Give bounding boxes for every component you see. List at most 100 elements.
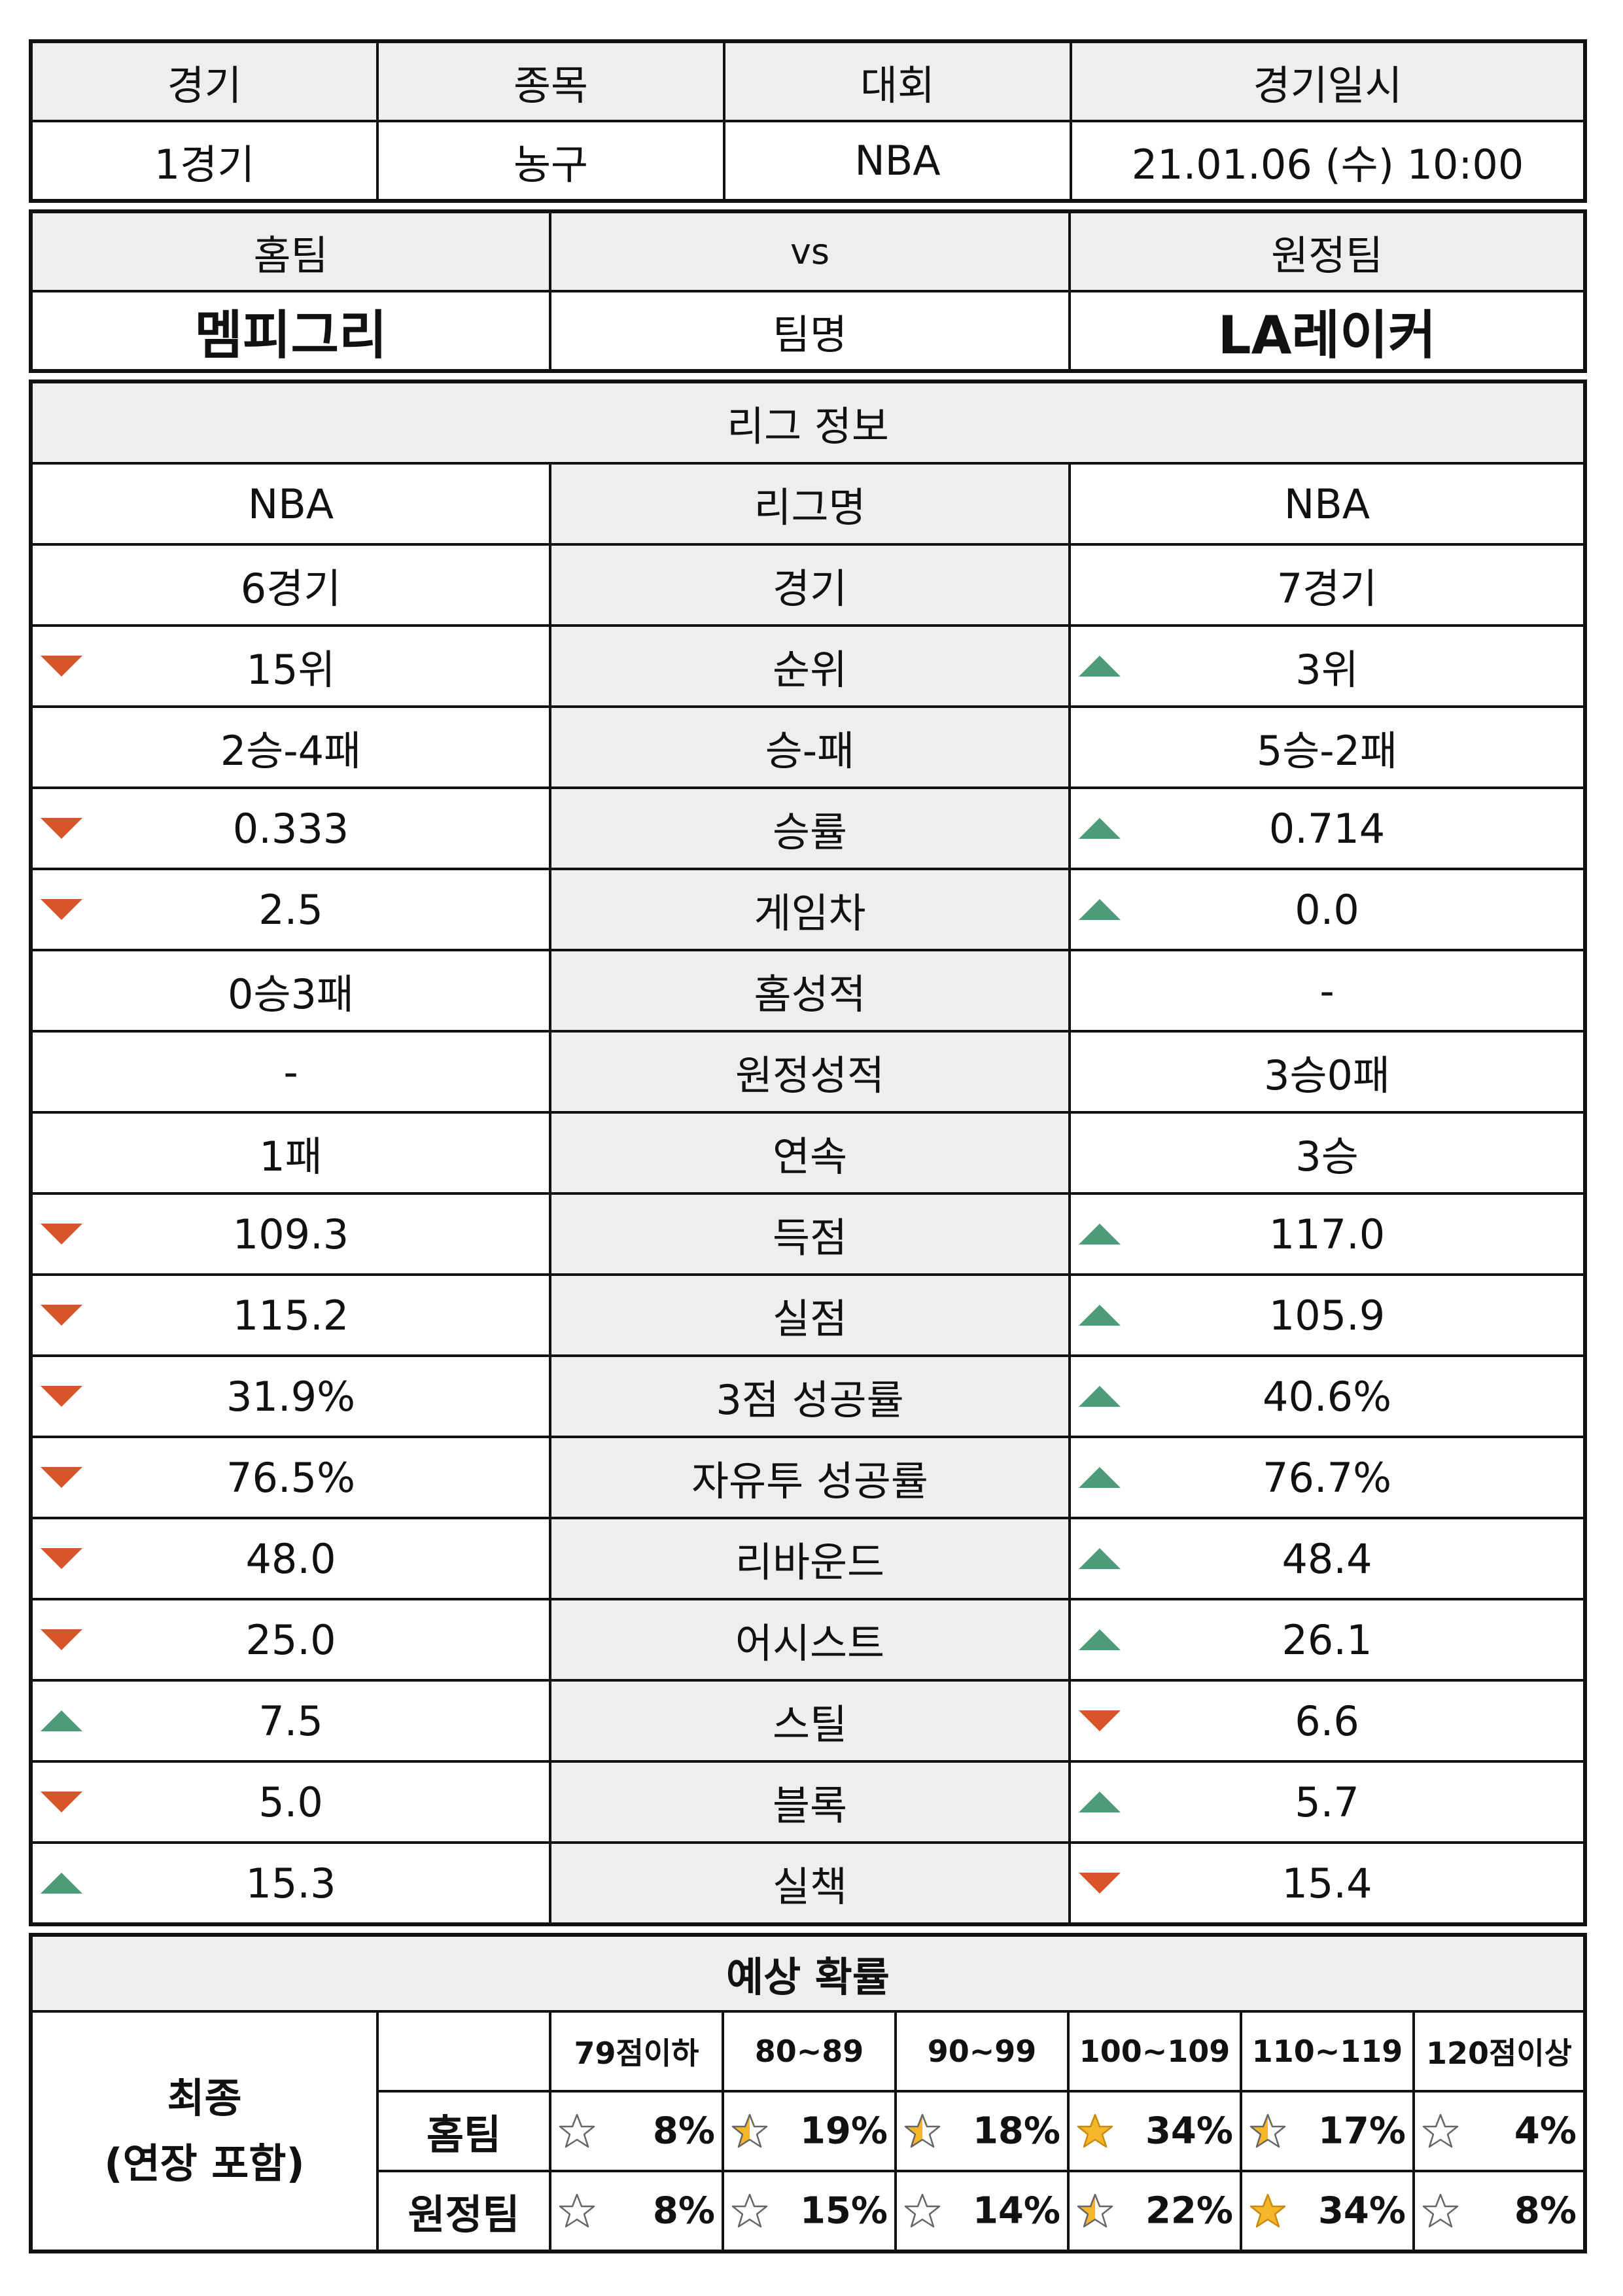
home-stat-text: 7.5 [258,1697,323,1745]
away-stat-text: 15.4 [1282,1859,1372,1907]
star-half-icon [1077,2193,1113,2228]
home-probability-cell: 8% [549,2090,724,2172]
prediction-range-row: 최종 (연장 포함) 79점이하 80~89 90~99 100~109 110~119… [29,2010,1586,2253]
away-probability-value: 14% [972,2189,1060,2233]
away-stat-value: 3승 [1068,1111,1586,1195]
stat-label: 경기 [549,543,1071,627]
prediction-away-label: 원정팀 [376,2170,551,2253]
away-stat-text: 117.0 [1268,1210,1386,1258]
home-stat-text: 0승3패 [228,970,354,1018]
home-stat-text: - [283,1048,298,1096]
home-probability-value: 17% [1318,2110,1406,2153]
league-row: 7.5 스틸 6.6 [29,1679,1586,1763]
stat-label: 3점 성공률 [549,1354,1071,1438]
trend-up-icon [1079,818,1121,839]
league-row: 76.5% 자유투 성공률 76.7% [29,1436,1586,1519]
match-header-game: 경기 [29,40,379,122]
vs-label: vs [549,210,1071,292]
away-probability-value: 15% [799,2189,888,2233]
star-full-icon [1249,2193,1286,2228]
home-stat-value: 2.5 [29,868,551,951]
home-stat-value: 15.3 [29,1841,551,1926]
away-stat-value: 26.1 [1068,1598,1586,1682]
trend-up-icon [41,1873,82,1894]
trend-up-icon [1079,1629,1121,1650]
away-stat-value: 3승0패 [1068,1030,1586,1114]
trend-down-icon [41,899,82,920]
final-label: 최종 [167,2074,242,2122]
away-probability-cell: 15% [722,2170,897,2253]
trend-down-icon [41,818,82,839]
away-stat-value: 15.4 [1068,1841,1586,1926]
away-stat-text: 40.6% [1263,1372,1391,1421]
star-empty-icon [1422,2113,1459,2148]
away-stat-value: 105.9 [1068,1273,1586,1357]
away-probability-value: 22% [1145,2189,1233,2233]
star-empty-icon [904,2193,941,2228]
range-header: 90~99 [894,2010,1070,2093]
trend-up-icon [1079,1548,1121,1569]
star-empty-icon [1422,2193,1459,2228]
stat-label: 스틸 [549,1679,1071,1763]
away-stat-text: 26.1 [1282,1616,1372,1664]
home-stat-text: 76.5% [226,1453,355,1502]
home-stat-value: NBA [29,462,551,546]
away-stat-value: - [1068,949,1586,1033]
home-probability-value: 18% [972,2110,1060,2153]
home-probability-value: 19% [799,2110,888,2153]
league-info-table: 리그 정보 NBA 리그명 NBA 6경기 경기 7경기 15위 순위 3위 2승-4패 승-패 5승… [29,380,1587,1926]
home-stat-value: 31.9% [29,1354,551,1438]
home-stat-text: NBA [247,480,334,528]
away-stat-text: 6.6 [1295,1697,1359,1745]
league-row: 1패 연속 3승 [29,1111,1586,1195]
home-stat-text: 31.9% [226,1372,355,1421]
away-stat-text: 3위 [1295,646,1359,694]
trend-up-icon [1079,1792,1121,1812]
home-probability-value: 8% [652,2110,715,2153]
away-probability-cell: 14% [894,2170,1070,2253]
away-stat-text: - [1319,966,1335,1015]
stat-label: 블록 [549,1760,1071,1844]
home-stat-value: 76.5% [29,1436,551,1519]
home-stat-value: 109.3 [29,1192,551,1276]
trend-up-icon [1079,1305,1121,1326]
home-stat-value: 1패 [29,1111,551,1195]
match-game-value: 1경기 [29,120,379,202]
trend-down-icon [41,1629,82,1650]
teams-name-row: 멤피그리 팀명 LA레이커 [29,290,1586,372]
stat-label: 승-패 [549,705,1071,789]
home-stat-value: 6경기 [29,543,551,627]
match-datetime-value: 21.01.06 (수) 10:00 [1070,120,1586,202]
away-stat-value: 7경기 [1068,543,1586,627]
away-stat-value: NBA [1068,462,1586,546]
match-info-value-row: 1경기 농구 NBA 21.01.06 (수) 10:00 [29,120,1586,202]
home-stat-value: 15위 [29,624,551,708]
stat-label: 득점 [549,1192,1071,1276]
away-stat-value: 0.714 [1068,786,1586,870]
final-label-cell: 최종 (연장 포함) [29,2010,379,2253]
trend-up-icon [1079,1467,1121,1488]
trend-up-icon [1079,899,1121,920]
match-header-sport: 종목 [376,40,725,122]
trend-down-icon [41,1386,82,1407]
home-stat-value: 0.333 [29,786,551,870]
star-half-icon [904,2113,941,2148]
away-probability-cell: 22% [1067,2170,1242,2253]
star-full-icon [1077,2113,1113,2148]
away-stat-value: 5.7 [1068,1760,1586,1844]
star-empty-icon [559,2113,595,2148]
home-probability-cell: 4% [1412,2090,1586,2172]
stat-label: 게임차 [549,868,1071,951]
league-row: 115.2 실점 105.9 [29,1273,1586,1357]
league-row: 5.0 블록 5.7 [29,1760,1586,1844]
home-probability-cell: 19% [722,2090,897,2172]
home-stat-text: 2.5 [258,885,323,934]
league-row: 0.333 승률 0.714 [29,786,1586,870]
prediction-title-row: 예상 확률 [29,1934,1586,2013]
home-stat-value: 2승-4패 [29,705,551,789]
trend-down-icon [41,1467,82,1488]
home-probability-cell: 18% [894,2090,1070,2172]
away-stat-value: 40.6% [1068,1354,1586,1438]
away-stat-value: 6.6 [1068,1679,1586,1763]
league-row: 15.3 실책 15.4 [29,1841,1586,1926]
